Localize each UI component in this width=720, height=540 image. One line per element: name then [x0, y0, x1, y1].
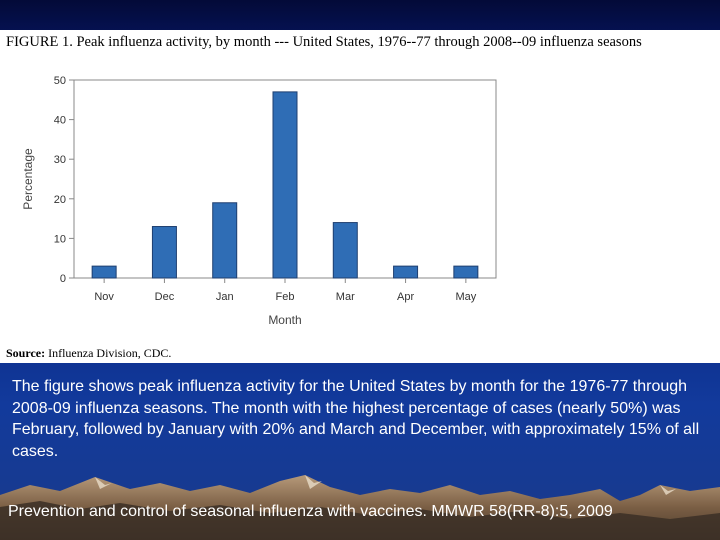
y-axis-label: Percentage — [21, 148, 35, 210]
x-tick-label: May — [455, 291, 476, 303]
y-tick-label: 30 — [54, 154, 66, 166]
y-tick-label: 10 — [54, 233, 66, 245]
description-text: The figure shows peak influenza activity… — [12, 378, 700, 460]
source-label: Source: — [6, 346, 46, 360]
bar — [151, 226, 177, 279]
bar — [272, 91, 298, 279]
bar — [393, 265, 419, 279]
y-tick-label: 50 — [54, 75, 66, 87]
bar-chart: 0 10 20 30 40 50 Nov Dec Jan Feb Mar Apr May Month Per… — [21, 75, 497, 327]
source-text: Influenza Division, CDC. — [48, 346, 172, 360]
x-axis-label: Month — [268, 313, 301, 327]
bar — [91, 265, 117, 279]
y-tick-label: 0 — [60, 273, 66, 285]
mountain-landscape — [0, 475, 720, 540]
x-tick-label: Dec — [155, 291, 175, 303]
figure-title: FIGURE 1. Peak influenza activity, by mo… — [6, 34, 642, 50]
source-line: Source: Influenza Division, CDC. — [6, 346, 171, 361]
x-tick-label: Feb — [276, 291, 295, 303]
figure-panel: FIGURE 1. Peak influenza activity, by mo… — [0, 30, 720, 363]
x-tick-label: Nov — [94, 291, 114, 303]
citation-text: Prevention and control of seasonal influ… — [8, 503, 613, 520]
x-tick-label: Apr — [397, 291, 414, 303]
x-tick-label: Mar — [336, 291, 355, 303]
y-tick-label: 20 — [54, 194, 66, 206]
bar — [212, 202, 238, 279]
y-tick-label: 40 — [54, 115, 66, 127]
bar — [332, 222, 358, 279]
bar — [453, 265, 479, 279]
x-tick-label: Jan — [216, 291, 234, 303]
